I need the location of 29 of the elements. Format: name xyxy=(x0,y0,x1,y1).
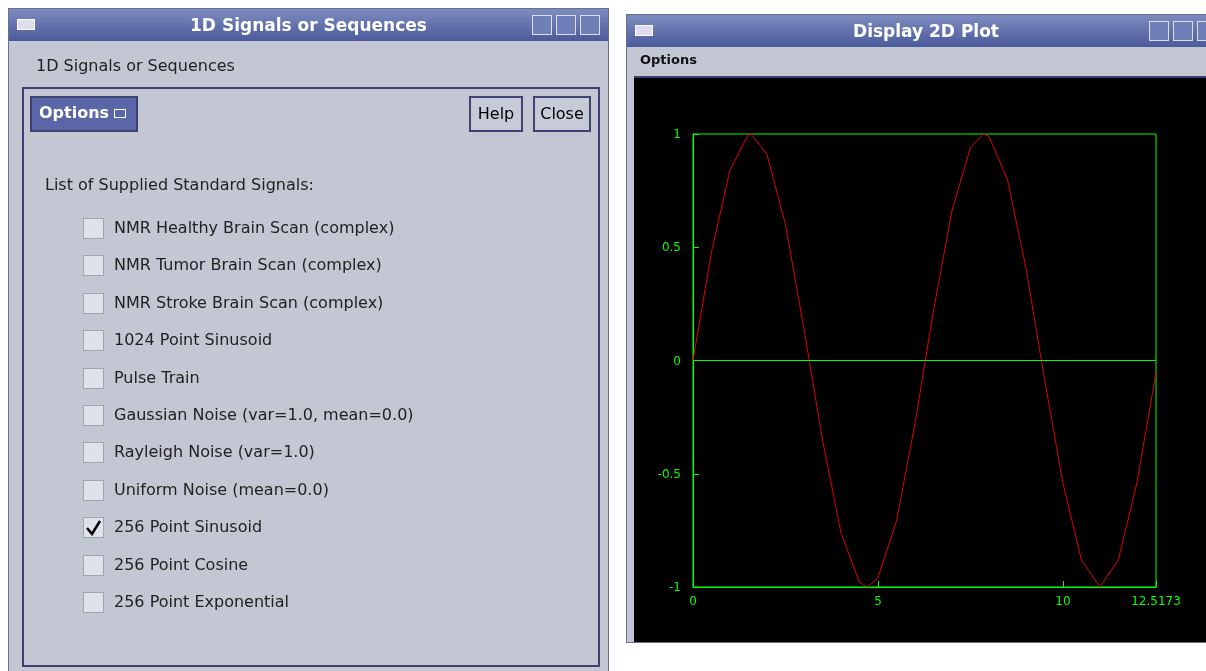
line-series xyxy=(692,133,1157,588)
x-tick-label: 0 xyxy=(689,594,697,608)
y-tick-label: -0.5 xyxy=(657,466,681,481)
text: NMR Tumor Brain Scan (complex) xyxy=(114,254,382,277)
text: Close xyxy=(533,96,591,132)
text: 256 Point Cosine xyxy=(114,553,249,576)
text: NMR Healthy Brain Scan (complex) xyxy=(114,217,395,239)
text: 1024 Point Sinusoid xyxy=(114,329,273,352)
x-tick-label: 5 xyxy=(874,594,882,608)
text: Gaussian Noise (var=1.0, mean=0.0) xyxy=(114,404,414,426)
text: 1D Signals or Sequences xyxy=(9,9,608,41)
text: Help xyxy=(469,96,523,132)
text: Uniform Noise (mean=0.0) xyxy=(114,478,329,501)
text: Rayleigh Noise (var=1.0) xyxy=(114,441,315,464)
text: Options xyxy=(30,96,138,132)
y-tick-label: 0 xyxy=(673,353,681,368)
text: List of Supplied Standard Signals: xyxy=(45,175,314,194)
text: Pulse Train xyxy=(114,366,200,389)
chart-title: Display 2D Plot xyxy=(627,15,1206,47)
y-tick-label: 1 xyxy=(673,127,681,141)
text: 256 Point Exponential xyxy=(114,591,290,613)
text: 1D Signals or Sequences xyxy=(36,56,235,75)
text: Options xyxy=(640,52,697,67)
x-tick-label: 12.5173 xyxy=(1131,594,1181,608)
y-tick-label: 0.5 xyxy=(661,240,681,255)
text: NMR Stroke Brain Scan (complex) xyxy=(114,291,384,314)
text: 256 Point Sinusoid xyxy=(114,516,263,539)
x-tick-label: 10 xyxy=(1055,594,1071,608)
y-tick-label: -1 xyxy=(669,580,681,594)
